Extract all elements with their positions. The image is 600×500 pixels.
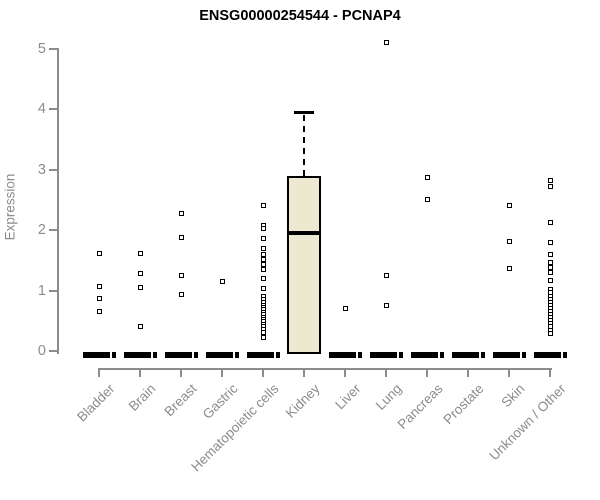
collapsed-boxplot-at-zero xyxy=(411,352,444,358)
outlier-point xyxy=(179,211,184,217)
outlier-point xyxy=(261,275,266,281)
outlier-point xyxy=(97,251,102,257)
y-axis-tick xyxy=(49,108,58,110)
boxplot-box xyxy=(287,175,321,354)
y-axis-tick xyxy=(49,47,58,50)
outlier-point xyxy=(261,235,266,241)
outlier-point xyxy=(97,295,102,301)
outlier-point xyxy=(261,257,266,263)
outlier-point xyxy=(261,261,266,267)
collapsed-boxplot-at-zero xyxy=(124,352,157,358)
y-axis-tick-label: 3 xyxy=(37,161,46,178)
x-axis-category-label: Kidney xyxy=(282,381,323,421)
collapsed-boxplot-at-zero xyxy=(83,352,116,358)
outlier-point xyxy=(261,251,266,257)
outlier-point xyxy=(261,266,266,272)
chart-title: ENSG00000254544 - PCNAP4 xyxy=(199,8,401,24)
outlier-point xyxy=(548,239,553,245)
collapsed-boxplot-at-zero xyxy=(206,352,239,358)
outlier-point xyxy=(548,178,553,184)
outlier-point xyxy=(138,284,143,290)
x-axis-tick xyxy=(426,369,428,377)
x-axis-line xyxy=(98,368,552,370)
outlier-point xyxy=(97,309,102,315)
x-axis-tick xyxy=(180,369,182,377)
outlier-point xyxy=(261,245,266,251)
outlier-point xyxy=(179,273,184,279)
boxplot-median-line xyxy=(289,231,319,236)
x-axis-tick xyxy=(98,369,100,377)
outlier-point xyxy=(343,306,348,312)
outlier-point xyxy=(138,271,143,277)
y-axis-tick-label: 0 xyxy=(37,343,46,359)
y-axis-tick-label: 5 xyxy=(37,40,46,57)
collapsed-boxplot-at-zero xyxy=(329,352,362,358)
y-axis-tick xyxy=(49,350,58,352)
outlier-point xyxy=(548,260,553,266)
collapsed-boxplot-at-zero xyxy=(370,352,403,358)
outlier-point xyxy=(507,266,512,272)
x-axis-tick xyxy=(262,369,264,377)
outlier-point xyxy=(548,265,553,270)
upper-whisker-cap xyxy=(294,111,314,115)
collapsed-boxplot-at-zero xyxy=(534,352,567,358)
x-axis-tick xyxy=(385,369,387,377)
x-axis-tick xyxy=(549,369,551,377)
outlier-point xyxy=(384,273,389,279)
outlier-point xyxy=(261,334,266,340)
x-axis-category-label: Liver xyxy=(332,381,364,413)
outlier-point xyxy=(548,269,553,275)
x-axis-category-label: Brain xyxy=(125,381,159,414)
x-axis-category-label: Skin xyxy=(498,381,528,411)
x-axis-tick xyxy=(467,369,469,377)
outlier-point xyxy=(138,251,143,257)
outlier-point xyxy=(384,303,389,309)
outlier-point xyxy=(261,203,266,209)
y-axis-line xyxy=(57,48,59,354)
outlier-point xyxy=(425,196,430,202)
collapsed-boxplot-at-zero xyxy=(247,352,280,358)
y-axis-tick-label: 2 xyxy=(37,222,46,238)
outlier-point xyxy=(507,202,512,208)
y-axis-tick-label: 4 xyxy=(37,101,46,117)
x-axis-category-label: Bladder xyxy=(74,381,118,425)
outlier-point xyxy=(425,175,430,181)
outlier-point xyxy=(179,235,184,241)
outlier-point xyxy=(97,283,102,289)
outlier-point xyxy=(179,291,184,297)
y-axis-tick xyxy=(49,229,58,231)
y-axis-tick xyxy=(49,168,58,171)
outlier-point xyxy=(384,39,389,45)
x-axis-tick xyxy=(139,369,141,377)
x-axis-category-label: Breast xyxy=(161,381,200,420)
outlier-point xyxy=(548,251,553,257)
x-axis-tick xyxy=(508,369,510,377)
x-axis-category-label: Unknown / Other xyxy=(486,381,569,464)
outlier-point xyxy=(261,285,266,291)
outlier-point xyxy=(261,226,266,232)
x-axis-category-label: Prostate xyxy=(440,381,487,428)
x-axis-tick xyxy=(303,369,305,377)
y-axis-tick-label: 1 xyxy=(37,282,46,299)
collapsed-boxplot-at-zero xyxy=(165,352,198,358)
outlier-point xyxy=(548,277,553,283)
outlier-point xyxy=(548,330,553,336)
collapsed-boxplot-at-zero xyxy=(452,352,485,358)
upper-whisker-dashed-line xyxy=(303,115,305,176)
x-axis-category-label: Lung xyxy=(372,381,405,413)
outlier-point xyxy=(548,183,553,189)
x-axis-tick xyxy=(344,369,346,377)
y-axis-tick xyxy=(49,289,58,292)
outlier-point xyxy=(507,238,512,244)
collapsed-boxplot-at-zero xyxy=(493,352,526,358)
x-axis-tick xyxy=(221,369,223,377)
outlier-point xyxy=(138,324,143,330)
outlier-point xyxy=(548,220,553,226)
outlier-point xyxy=(220,278,225,284)
